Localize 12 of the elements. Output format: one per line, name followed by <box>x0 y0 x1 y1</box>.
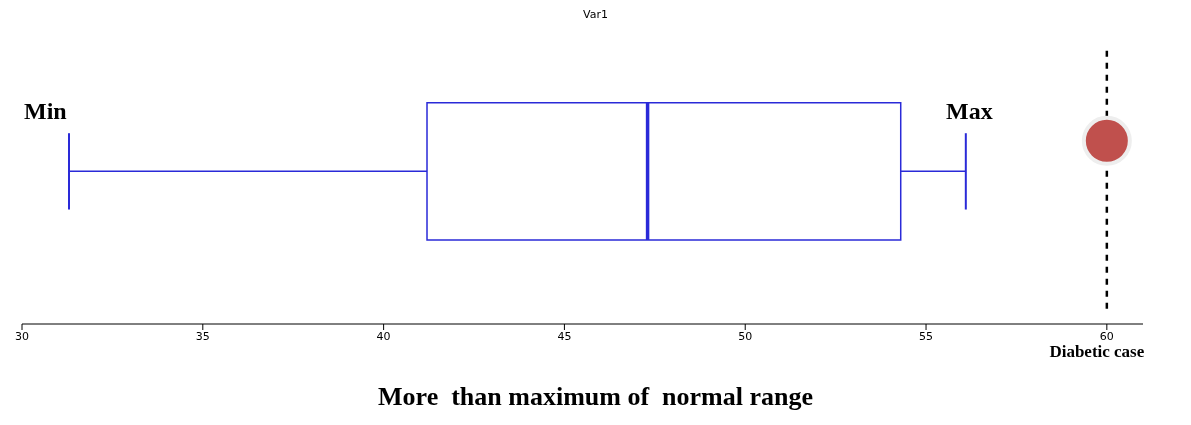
text: More than maximum of normal range <box>377 382 814 412</box>
annotation: Min <box>24 98 67 125</box>
x-tick-label: 55 <box>919 329 934 343</box>
x-tick-label: 60 <box>1099 329 1114 343</box>
annotation: Max <box>946 98 993 125</box>
x-tick-label: 45 <box>557 329 572 343</box>
chart-title: Var1 <box>582 8 609 23</box>
ref-line-label: Diabetic case <box>1049 341 1145 361</box>
x-tick-label: 30 <box>15 329 29 343</box>
x-tick-label: 50 <box>738 329 753 343</box>
x-tick-label: 35 <box>195 329 210 343</box>
x-tick-label: 40 <box>376 329 391 343</box>
